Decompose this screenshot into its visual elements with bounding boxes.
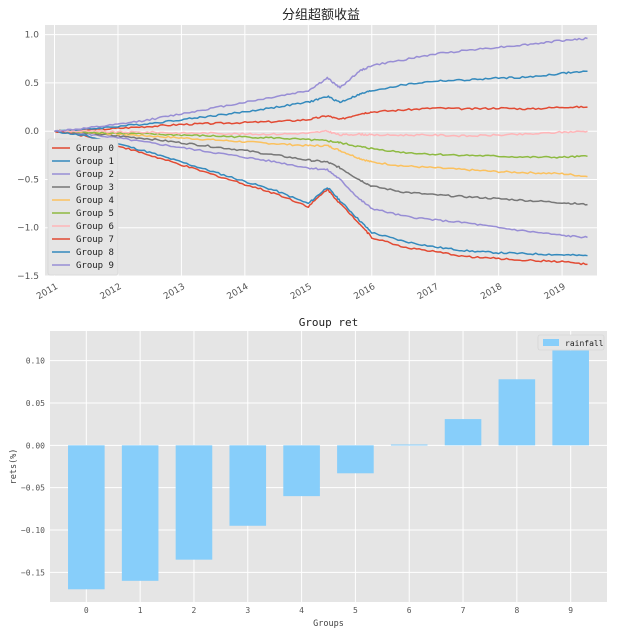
bar-chart-x-tick-label: 4 — [299, 606, 304, 615]
line-chart: 1.00.50.0−0.5−1.0−1.5 2011 2012 2013 2014 20… — [17, 8, 597, 302]
bar-chart-legend: rainfall — [537, 334, 605, 351]
bar-chart-x-tick-label: 9 — [568, 606, 573, 615]
bar-chart-x-tick-label: 2 — [192, 606, 197, 615]
bar-chart-y-axis-label: rets(%) — [9, 449, 19, 485]
line-chart-y-tick-label: −0.5 — [17, 175, 39, 185]
bar-chart-x-tick-label: 5 — [353, 606, 358, 615]
line-chart-y-tick-label: −1.5 — [17, 272, 39, 282]
legend-label-group-0: Group 0 — [76, 144, 114, 154]
line-series-group-8 — [54, 130, 588, 257]
legend-label-group-8: Group 8 — [76, 248, 114, 258]
line-series-group-2 — [54, 130, 588, 239]
bar-group-7 — [444, 419, 482, 446]
line-chart-title: 分组超额收益 — [282, 8, 360, 23]
legend-label-group-3: Group 3 — [76, 183, 114, 193]
bar-group-2 — [175, 445, 213, 560]
line-chart-x-tick-label: 2015 — [289, 282, 314, 302]
bar-chart-title: Group ret — [299, 316, 359, 329]
bar-chart-y-tick-label: −0.10 — [21, 526, 45, 535]
line-chart-plot-area — [45, 25, 597, 276]
bar-chart-legend-box — [537, 334, 605, 351]
line-chart-y-tick-label: −1.0 — [17, 224, 39, 234]
line-chart-x-tick-label: 2018 — [479, 282, 504, 302]
bar-group-0 — [68, 445, 105, 590]
line-series-group-6 — [54, 129, 588, 138]
line-series-group-5 — [54, 129, 588, 159]
bar-chart-y-ticks: 0.10 0.05 0.00 −0.05 −0.10 −0.15 — [21, 357, 45, 578]
line-chart-y-ticks: 1.0 0.5 0.0 −0.5 −1.0 −1.5 — [17, 31, 39, 282]
bar-chart-y-tick-label: −0.15 — [21, 568, 45, 577]
line-chart-series — [54, 37, 588, 266]
line-chart-x-ticks: 2011 2012 2013 2014 2015 2016 2017 2018 2019 — [35, 282, 568, 302]
line-chart-y-tick-label: 0.5 — [25, 79, 39, 89]
bar-chart-y-tick-label: −0.05 — [21, 484, 45, 493]
legend-label-group-1: Group 1 — [76, 157, 114, 167]
line-chart-x-tick-label: 2011 — [35, 282, 60, 302]
legend-label-group-4: Group 4 — [76, 196, 114, 206]
line-series-group-9 — [54, 37, 588, 133]
line-series-group-1 — [54, 70, 588, 133]
bar-group-1 — [121, 445, 159, 581]
line-chart-x-tick-label: 2017 — [416, 282, 441, 302]
legend-label-rainfall: rainfall — [565, 339, 604, 348]
legend-label-group-7: Group 7 — [76, 235, 114, 245]
line-chart-y-tick-label: 0.0 — [25, 127, 40, 137]
line-series-group-0 — [54, 105, 588, 133]
bar-group-4 — [283, 445, 320, 497]
bar-chart-x-tick-label: 3 — [245, 606, 250, 615]
line-chart-x-tick-label: 2012 — [99, 282, 124, 302]
legend-label-group-2: Group 2 — [76, 170, 114, 180]
legend-label-group-6: Group 6 — [76, 222, 114, 232]
line-chart-x-tick-label: 2013 — [162, 282, 187, 302]
legend-label-group-5: Group 5 — [76, 209, 114, 219]
bar-chart-y-tick-label: 0.10 — [26, 357, 45, 366]
bar-chart-bars — [68, 350, 589, 590]
line-chart-legend: Group 0 Group 1 Group 2 Group 3 Group 4 Group… — [47, 138, 119, 276]
line-chart-y-tick-label: 1.0 — [25, 31, 40, 41]
bar-group-5 — [337, 445, 374, 474]
line-chart-x-tick-label: 2014 — [226, 282, 251, 302]
bar-group-3 — [229, 445, 267, 526]
line-series-group-4 — [54, 130, 588, 178]
bar-chart-x-tick-label: 6 — [407, 606, 412, 615]
legend-swatch-rainfall — [543, 339, 559, 346]
bar-chart-y-tick-label: 0.00 — [26, 441, 45, 450]
line-chart-x-tick-label: 2016 — [352, 282, 377, 302]
bar-chart-x-ticks: 0 1 2 3 4 5 6 7 8 9 — [84, 606, 573, 615]
bar-chart-x-tick-label: 8 — [514, 606, 519, 615]
legend-label-group-9: Group 9 — [76, 261, 114, 271]
bar-chart-x-tick-label: 7 — [461, 606, 466, 615]
line-series-group-3 — [54, 130, 588, 206]
bar-chart: 0.10 0.05 0.00 −0.05 −0.10 −0.15 0 1 2 3 4 5 6 7 8 9 G… — [9, 316, 607, 629]
bar-group-6 — [390, 444, 428, 446]
bar-chart-x-axis-label: Groups — [313, 619, 344, 629]
line-chart-x-tick-label: 2019 — [543, 282, 568, 302]
line-chart-legend-box — [47, 138, 119, 276]
bar-chart-x-tick-label: 1 — [138, 606, 143, 615]
bar-group-8 — [498, 379, 536, 446]
bar-group-9 — [552, 350, 589, 446]
bar-chart-y-tick-label: 0.05 — [26, 399, 45, 408]
bar-chart-x-tick-label: 0 — [84, 606, 89, 615]
line-series-group-7 — [54, 130, 588, 266]
